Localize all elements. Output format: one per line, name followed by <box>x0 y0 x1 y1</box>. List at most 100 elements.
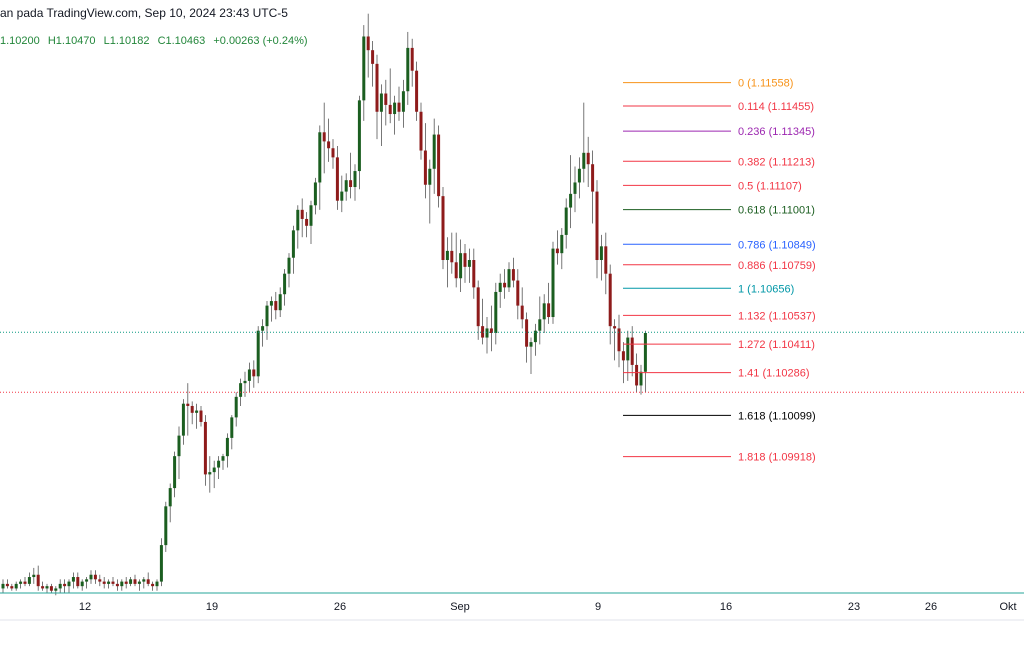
fib-level[interactable]: 1.272 (1.10411) <box>623 339 815 351</box>
time-axis-tick-label: 16 <box>720 601 732 613</box>
candle <box>67 579 71 593</box>
candle-body <box>212 467 216 473</box>
candle <box>89 570 93 584</box>
candle-body <box>23 581 27 584</box>
candle <box>410 38 414 87</box>
fibonacci-retracement[interactable]: 0 (1.11558) 0.114 (1.11455) 0.236 (1.11345… <box>623 78 816 464</box>
time-axis-tick-label: 9 <box>595 601 601 613</box>
candle-body <box>247 369 251 381</box>
candle <box>586 136 590 188</box>
candle <box>349 152 353 199</box>
candle <box>621 342 625 384</box>
ohlc-low: L1.10182 <box>103 35 150 47</box>
candle <box>102 577 106 589</box>
candle <box>463 244 467 283</box>
fib-level[interactable]: 1.132 (1.10537) <box>623 310 816 322</box>
candle <box>129 577 133 587</box>
candle-body <box>168 488 172 507</box>
candle <box>547 282 551 324</box>
candle-body <box>217 460 221 468</box>
fib-level[interactable]: 1.41 (1.10286) <box>623 368 810 380</box>
candle <box>212 460 216 489</box>
candle-body <box>10 586 14 589</box>
candle-body <box>511 269 515 281</box>
candle <box>217 456 221 479</box>
candle-body <box>58 583 62 589</box>
candle <box>472 248 476 299</box>
candle <box>23 577 27 587</box>
candle <box>71 572 75 589</box>
fib-level[interactable]: 1 (1.10656) <box>623 283 794 295</box>
candle-body <box>225 437 229 457</box>
candle <box>10 583 14 591</box>
candle <box>151 581 155 591</box>
candle <box>459 239 463 292</box>
time-axis-tick-label: 26 <box>925 601 937 613</box>
candle <box>525 312 529 363</box>
candle-body <box>476 287 480 327</box>
candle-body <box>582 152 586 169</box>
candle <box>327 118 331 162</box>
fib-level[interactable]: 0.236 (1.11345) <box>623 126 815 138</box>
fib-level[interactable]: 0 (1.11558) <box>623 78 793 90</box>
candle <box>643 330 647 393</box>
candle <box>190 401 194 425</box>
candle-body <box>472 260 476 288</box>
candle-body <box>379 93 383 112</box>
candle-body <box>331 148 335 158</box>
fib-level[interactable]: 0.5 (1.11107) <box>623 180 802 192</box>
candle-body <box>93 574 97 580</box>
candle-body <box>89 574 93 580</box>
candle-series <box>1 13 647 596</box>
candle-body <box>525 319 529 347</box>
candle <box>340 175 344 213</box>
candle <box>573 166 577 213</box>
candle-body <box>481 326 485 338</box>
fib-level[interactable]: 1.618 (1.10099) <box>623 410 816 422</box>
candle <box>173 451 177 498</box>
fib-level[interactable]: 0.886 (1.10759) <box>623 260 816 272</box>
candle <box>397 86 401 121</box>
candle-body <box>278 294 282 311</box>
candle <box>247 362 251 393</box>
candle <box>146 572 150 587</box>
candle-body <box>133 579 137 584</box>
fib-level[interactable]: 0.618 (1.11001) <box>623 205 815 217</box>
candle-body <box>503 282 507 288</box>
candle <box>300 198 304 238</box>
candle <box>503 269 507 299</box>
candle-body <box>547 303 551 318</box>
fib-level[interactable]: 0.786 (1.10849) <box>623 239 816 251</box>
candle-body <box>146 579 150 584</box>
fib-level-label: 0.886 (1.10759) <box>738 260 816 272</box>
candle <box>93 570 97 584</box>
candle-body <box>41 586 45 589</box>
candle <box>63 579 67 593</box>
candle <box>529 337 533 375</box>
candle-body <box>283 273 287 295</box>
candle-body <box>287 257 291 274</box>
fib-level[interactable]: 0.114 (1.11455) <box>623 101 814 113</box>
candle-body <box>551 248 555 318</box>
fib-level[interactable]: 1.818 (1.09918) <box>623 452 816 464</box>
candle <box>261 319 265 347</box>
candle-body <box>32 574 36 578</box>
candle <box>177 426 181 479</box>
candle <box>366 13 370 78</box>
candle-body <box>159 545 163 582</box>
candle-body <box>485 328 489 338</box>
candle-body <box>393 102 397 115</box>
candle-body <box>621 351 625 361</box>
candle <box>415 61 419 121</box>
candle-body <box>463 253 467 267</box>
candle-body <box>454 262 458 279</box>
candle-body <box>36 574 40 587</box>
candle-body <box>467 260 471 267</box>
candle <box>278 287 282 318</box>
time-axis-tick-label: 23 <box>848 601 860 613</box>
candle-body <box>604 246 608 274</box>
fib-level[interactable]: 0.382 (1.11213) <box>623 156 815 168</box>
candle <box>309 200 313 245</box>
candle-body <box>498 282 502 292</box>
